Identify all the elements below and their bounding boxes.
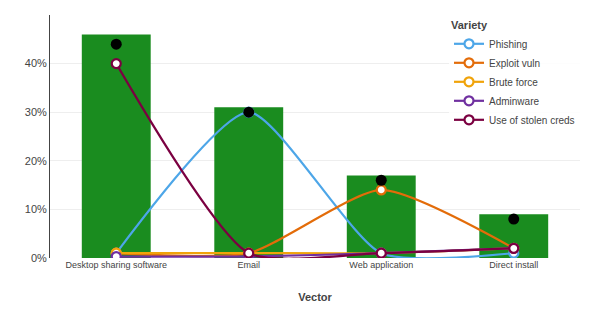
svg-text:Vector: Vector — [298, 291, 332, 303]
svg-text:Adminware: Adminware — [489, 96, 539, 107]
svg-text:0%: 0% — [31, 252, 47, 264]
svg-text:40%: 40% — [25, 57, 47, 69]
svg-text:20%: 20% — [25, 155, 47, 167]
svg-text:30%: 30% — [25, 106, 47, 118]
svg-text:Variety: Variety — [451, 19, 488, 31]
svg-text:Email: Email — [237, 260, 260, 270]
svg-text:Use of stolen creds: Use of stolen creds — [489, 115, 575, 126]
svg-text:Direct install: Direct install — [489, 260, 538, 270]
svg-text:Phishing: Phishing — [489, 39, 527, 50]
svg-text:Web application: Web application — [349, 260, 413, 270]
svg-text:Exploit vuln: Exploit vuln — [489, 58, 540, 69]
svg-text:10%: 10% — [25, 203, 47, 215]
svg-text:Brute force: Brute force — [489, 77, 538, 88]
svg-text:Desktop sharing software: Desktop sharing software — [65, 260, 167, 270]
